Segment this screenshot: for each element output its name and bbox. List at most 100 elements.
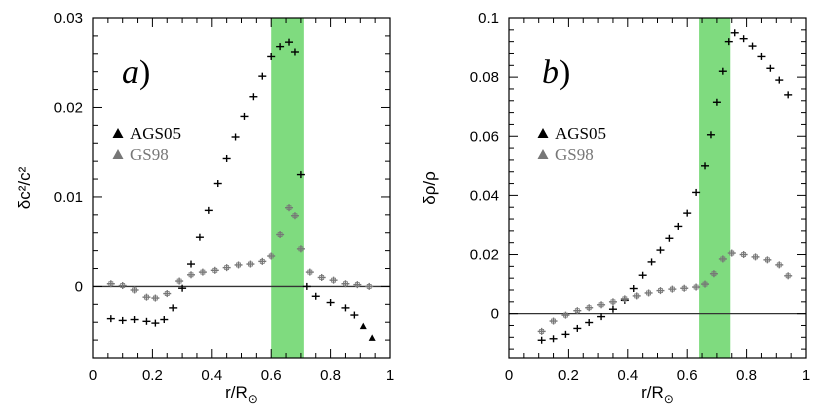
data-point-box xyxy=(551,318,556,324)
legend-marker-gs98 xyxy=(537,149,549,159)
data-point xyxy=(267,52,276,60)
data-point-box xyxy=(598,302,604,308)
data-point-box xyxy=(268,253,274,259)
data-point-box xyxy=(764,257,770,263)
chart-panel-b: 0 0.2 0.4 0.6 0.8 1 0 0.02 0.04 0.06 0.08 0.1 r/R⊙ δρ… xyxy=(420,10,810,406)
data-point-box xyxy=(693,284,699,290)
y-tick-label: 0.06 xyxy=(470,128,499,145)
data-point xyxy=(276,231,285,239)
data-point-box xyxy=(144,294,149,300)
data-point xyxy=(680,284,689,292)
data-point-box xyxy=(681,285,687,291)
y-tick-label: 0.04 xyxy=(470,187,499,204)
data-point-box xyxy=(711,271,717,277)
data-point xyxy=(326,299,335,307)
data-point xyxy=(240,112,249,120)
x-tick-label: 1 xyxy=(802,367,810,384)
data-point xyxy=(290,48,299,56)
data-point xyxy=(187,271,196,279)
data-point xyxy=(222,154,231,162)
data-point xyxy=(784,91,793,99)
data-point-box xyxy=(702,281,708,287)
data-point xyxy=(608,305,617,313)
data-point xyxy=(706,131,715,139)
data-point xyxy=(549,317,558,325)
data-point xyxy=(350,311,359,319)
data-point xyxy=(730,29,739,37)
x-tick-label: 0.4 xyxy=(201,367,222,384)
data-point xyxy=(709,270,718,278)
data-point xyxy=(234,261,243,269)
data-point xyxy=(585,304,594,312)
x-tick-label: 0.8 xyxy=(736,367,757,384)
data-point xyxy=(573,307,582,315)
data-point-box xyxy=(646,290,651,296)
data-point xyxy=(674,222,683,230)
data-point xyxy=(537,327,546,335)
data-point xyxy=(305,268,314,276)
data-point xyxy=(198,268,207,276)
data-point xyxy=(701,280,710,288)
data-point xyxy=(106,315,115,323)
data-point-box xyxy=(354,282,360,288)
data-point-box xyxy=(729,250,735,256)
data-point xyxy=(258,257,267,265)
data-point xyxy=(130,316,139,324)
data-point xyxy=(656,246,665,254)
data-point xyxy=(585,319,594,327)
data-point xyxy=(163,290,172,298)
data-point xyxy=(620,295,629,303)
data-point xyxy=(632,292,641,300)
data-point xyxy=(775,76,784,84)
data-point xyxy=(302,282,311,290)
data-point-box xyxy=(132,287,137,293)
data-point-box xyxy=(366,284,372,289)
shaded-band xyxy=(271,18,304,358)
y-tick-label: 0 xyxy=(491,306,499,323)
data-point xyxy=(106,280,115,288)
data-point xyxy=(175,277,184,285)
data-point xyxy=(656,287,665,295)
x-tick-label: 0 xyxy=(89,367,97,384)
data-point xyxy=(142,293,151,301)
data-point xyxy=(597,301,606,309)
data-point xyxy=(766,64,775,72)
data-point xyxy=(258,72,267,80)
y-tick-label: 0.08 xyxy=(470,69,499,86)
data-point xyxy=(718,67,727,75)
x-tick-label: 0.2 xyxy=(558,367,579,384)
data-point-box xyxy=(188,272,194,278)
data-point-box xyxy=(622,296,628,302)
data-point xyxy=(608,298,617,306)
data-point-box xyxy=(176,278,182,284)
data-point xyxy=(195,233,204,241)
data-point xyxy=(187,260,196,268)
data-point xyxy=(597,313,606,321)
data-point-box xyxy=(634,293,640,299)
data-point xyxy=(317,273,326,281)
data-point xyxy=(285,204,294,212)
x-axis-title: r/R⊙ xyxy=(641,383,674,406)
series-gs98 xyxy=(106,204,374,302)
data-point xyxy=(341,280,350,288)
data-point xyxy=(151,319,160,327)
data-point xyxy=(130,286,139,294)
data-point xyxy=(246,260,255,268)
data-point xyxy=(160,316,169,324)
y-tick-label: 0.01 xyxy=(54,189,83,206)
data-point xyxy=(724,38,733,46)
data-point xyxy=(341,304,350,312)
data-point-box xyxy=(307,269,313,275)
data-point xyxy=(210,266,219,274)
data-point xyxy=(775,261,784,269)
data-point xyxy=(573,324,582,332)
panel-label: b) xyxy=(542,54,570,91)
data-point xyxy=(285,38,294,46)
data-point xyxy=(537,336,546,344)
data-point xyxy=(748,42,757,50)
data-point xyxy=(561,311,570,319)
data-point xyxy=(701,162,710,170)
data-point xyxy=(739,35,748,43)
data-point xyxy=(712,98,721,106)
data-point-box xyxy=(286,205,292,211)
